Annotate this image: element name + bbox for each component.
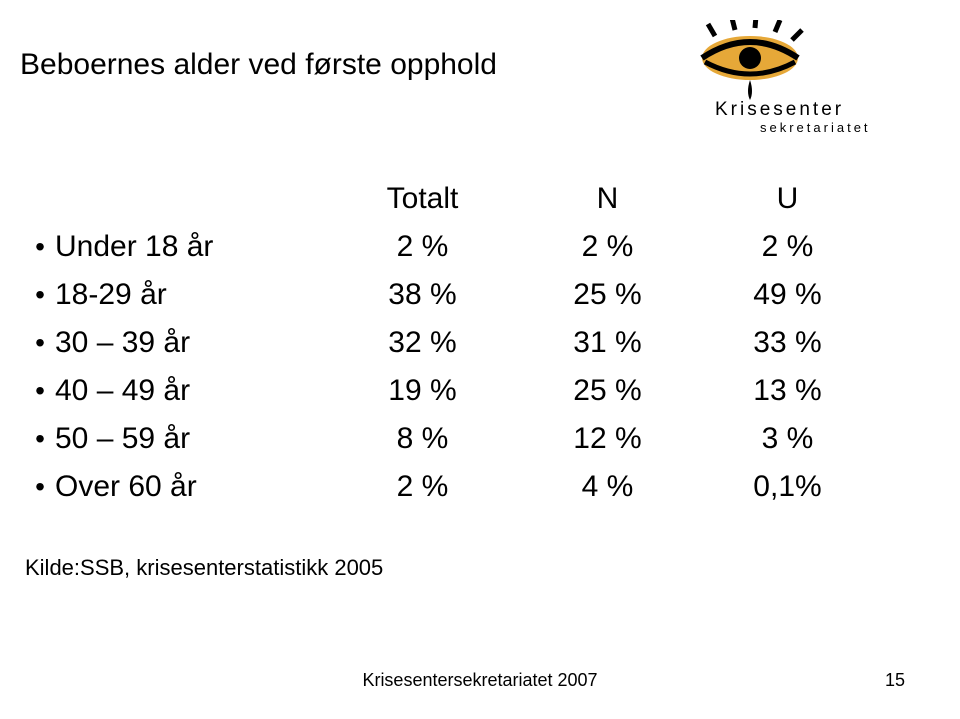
table-row: • 18-29 år 38 % 25 % 49 %	[25, 271, 905, 319]
table-row: • 30 – 39 år 32 % 31 % 33 %	[25, 319, 905, 367]
row-label: 40 – 49 år	[55, 374, 330, 408]
cell-n: 25 %	[515, 278, 700, 312]
row-label: 50 – 59 år	[55, 422, 330, 456]
cell-u: 13 %	[700, 374, 875, 408]
cell-u: 2 %	[700, 230, 875, 264]
row-bullet: •	[25, 471, 55, 503]
table-header-row: • x Totalt N U	[25, 175, 905, 223]
cell-totalt: 8 %	[330, 422, 515, 456]
header-totalt: Totalt	[330, 182, 515, 216]
row-bullet: •	[25, 375, 55, 407]
logo-text-main: Krisesenter	[715, 99, 844, 120]
cell-totalt: 32 %	[330, 326, 515, 360]
cell-u: 3 %	[700, 422, 875, 456]
cell-totalt: 19 %	[330, 374, 515, 408]
row-label: 18-29 år	[55, 278, 330, 312]
row-label: 30 – 39 år	[55, 326, 330, 360]
table-row: • Under 18 år 2 % 2 % 2 %	[25, 223, 905, 271]
table-row: • Over 60 år 2 % 4 % 0,1%	[25, 463, 905, 511]
cell-totalt: 38 %	[330, 278, 515, 312]
row-label: Under 18 år	[55, 230, 330, 264]
cell-n: 31 %	[515, 326, 700, 360]
logo-krisesenter: Krisesenter sekretariatet	[660, 20, 890, 140]
cell-n: 12 %	[515, 422, 700, 456]
row-bullet: •	[25, 327, 55, 359]
row-bullet: •	[25, 423, 55, 455]
page-number: 15	[885, 670, 905, 691]
row-bullet: •	[25, 279, 55, 311]
page-title: Beboernes alder ved første opphold	[20, 48, 497, 82]
source-citation: Kilde:SSB, krisesenterstatistikk 2005	[25, 555, 383, 581]
footer-text: Krisesentersekretariatet 2007	[0, 670, 960, 691]
cell-n: 25 %	[515, 374, 700, 408]
logo-text-sub: sekretariatet	[760, 120, 871, 135]
table-row: • 40 – 49 år 19 % 25 % 13 %	[25, 367, 905, 415]
row-bullet: •	[25, 231, 55, 263]
cell-n: 4 %	[515, 470, 700, 504]
cell-n: 2 %	[515, 230, 700, 264]
cell-u: 0,1%	[700, 470, 875, 504]
header-u: U	[700, 182, 875, 216]
cell-u: 49 %	[700, 278, 875, 312]
cell-u: 33 %	[700, 326, 875, 360]
row-label: Over 60 år	[55, 470, 330, 504]
age-distribution-table: • x Totalt N U • Under 18 år 2 % 2 % 2 %…	[25, 175, 905, 511]
header-n: N	[515, 182, 700, 216]
cell-totalt: 2 %	[330, 230, 515, 264]
table-row: • 50 – 59 år 8 % 12 % 3 %	[25, 415, 905, 463]
cell-totalt: 2 %	[330, 470, 515, 504]
